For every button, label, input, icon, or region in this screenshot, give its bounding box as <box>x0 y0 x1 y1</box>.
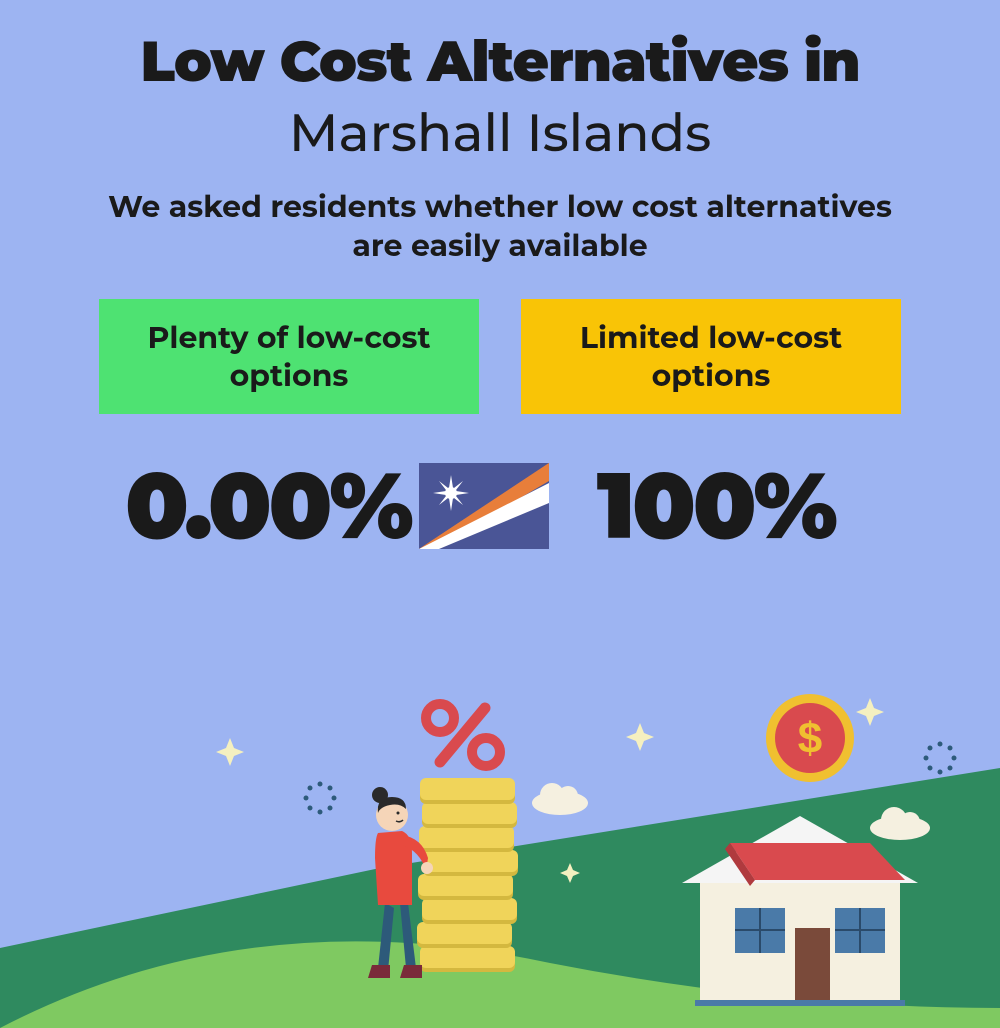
value-left: 0.00% <box>125 450 411 562</box>
svg-text:$: $ <box>798 714 822 763</box>
card-plenty-options: Plenty of low-cost options <box>99 299 479 414</box>
percent-icon <box>426 704 500 766</box>
dot-ring-2 <box>924 742 957 775</box>
card-left-label: Plenty of low-cost options <box>129 319 449 394</box>
illustration-scene: $ <box>0 668 1000 1028</box>
value-right: 100% <box>597 450 835 562</box>
coin-stack-icon <box>417 778 518 972</box>
cloud-left <box>532 783 588 815</box>
flag-marshall-islands <box>419 463 549 549</box>
dollar-coin-icon: $ <box>766 694 854 782</box>
title-line1: Low Cost Alternatives in <box>0 28 1000 96</box>
values-row: 0.00% 100% <box>0 450 1000 562</box>
dot-ring-1 <box>304 782 337 815</box>
title-line2: Marshall Islands <box>0 102 1000 165</box>
subtitle-text: We asked residents whether low cost alte… <box>0 187 1000 265</box>
card-right-label: Limited low-cost options <box>551 319 871 394</box>
card-limited-options: Limited low-cost options <box>521 299 901 414</box>
cards-row: Plenty of low-cost options Limited low-c… <box>0 299 1000 414</box>
